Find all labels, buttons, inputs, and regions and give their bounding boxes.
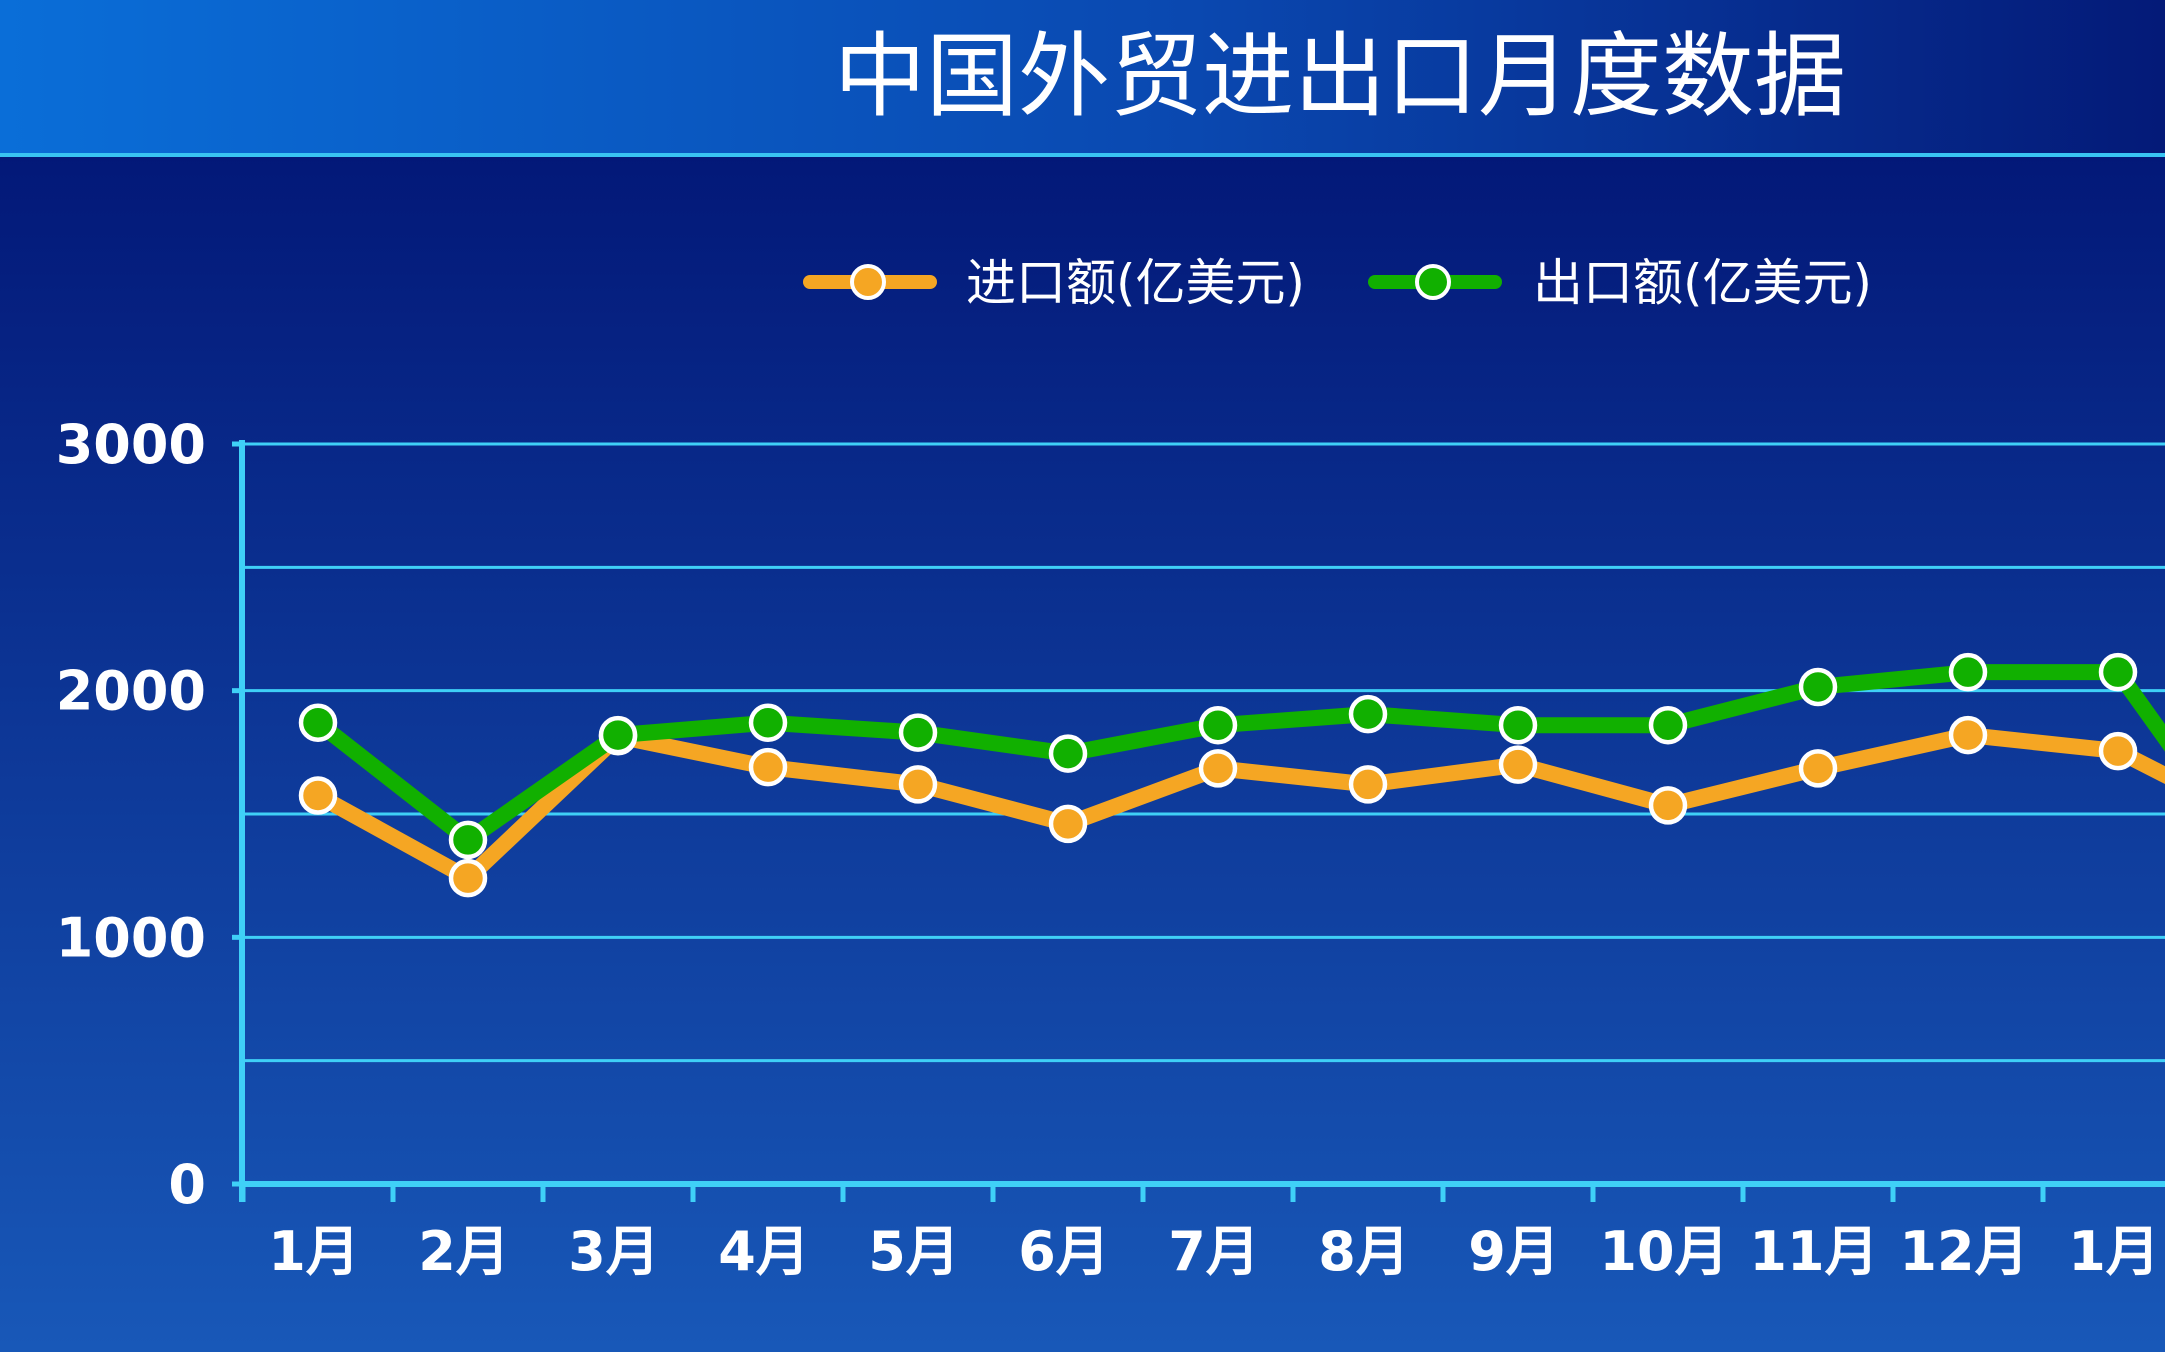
legend-label-import: 进口额(亿美元) [966,254,1305,312]
legend-marker-import [850,264,886,300]
series-markers [298,652,2138,898]
x-tick-label: 4月 [718,1220,810,1283]
x-axis-ticks: 1月 2月 3月 4月 5月 6月 7月 8月 9月 10月 11月 12月 1月 [240,1184,2160,1283]
chart-title: 中国外贸进出口月度数据 [834,23,1846,130]
data-point-import [1948,715,1988,755]
x-tick-label: 10月 [1599,1220,1728,1283]
x-tick-label: 1月 [2068,1220,2160,1283]
data-point-export [598,715,638,755]
data-point-export [898,713,938,752]
legend-label-export: 出口额(亿美元) [1533,254,1872,312]
series-line-import [310,727,2165,887]
x-tick-label: 3月 [568,1220,660,1283]
data-point-import [448,858,488,898]
x-tick-label: 2月 [418,1220,510,1283]
data-point-export [448,820,488,860]
data-point-export [1948,652,1988,692]
series-lines [310,664,2165,887]
data-point-import [1648,786,1688,825]
legend-item-export: 出口额(亿美元) [1368,254,1872,312]
data-point-import [1198,749,1238,788]
data-point-import [898,765,938,804]
axes [239,440,2165,1202]
y-tick-label: 1000 [56,906,206,969]
data-point-export [1648,705,1688,745]
data-point-export [1048,734,1088,773]
x-tick-label: 12月 [1899,1220,2028,1283]
title-banner [0,0,2165,155]
data-point-export [1348,694,1388,734]
y-tick-label: 2000 [56,660,206,723]
legend-item-import: 进口额(亿美元) [803,254,1305,312]
data-point-import [748,747,788,787]
data-point-import [1798,749,1838,788]
data-point-import [1048,804,1088,844]
data-point-export [1798,667,1838,707]
data-point-import [298,776,338,815]
y-tick-label: 3000 [56,413,206,476]
x-tick-label: 9月 [1468,1220,1560,1283]
x-tick-label: 5月 [868,1220,960,1283]
y-tick-label: 0 [168,1153,206,1216]
series-line-export [310,664,2165,848]
legend-marker-export [1415,264,1451,300]
y-axis-ticks: 0 1000 2000 3000 [56,413,242,1216]
data-point-export [748,703,788,742]
data-point-import [1498,745,1538,784]
data-point-export [2098,652,2138,692]
legend: 进口额(亿美元) 出口额(亿美元) [803,254,1872,312]
data-point-export [1198,705,1238,745]
data-point-import [2098,731,2138,771]
x-tick-label: 8月 [1318,1220,1410,1283]
data-point-export [1498,705,1538,745]
x-tick-label: 7月 [1168,1220,1260,1283]
x-tick-label: 1月 [268,1220,360,1283]
data-point-export [298,703,338,742]
x-tick-label: 11月 [1749,1220,1878,1283]
x-tick-label: 6月 [1018,1220,1110,1283]
data-point-import [1348,765,1388,804]
